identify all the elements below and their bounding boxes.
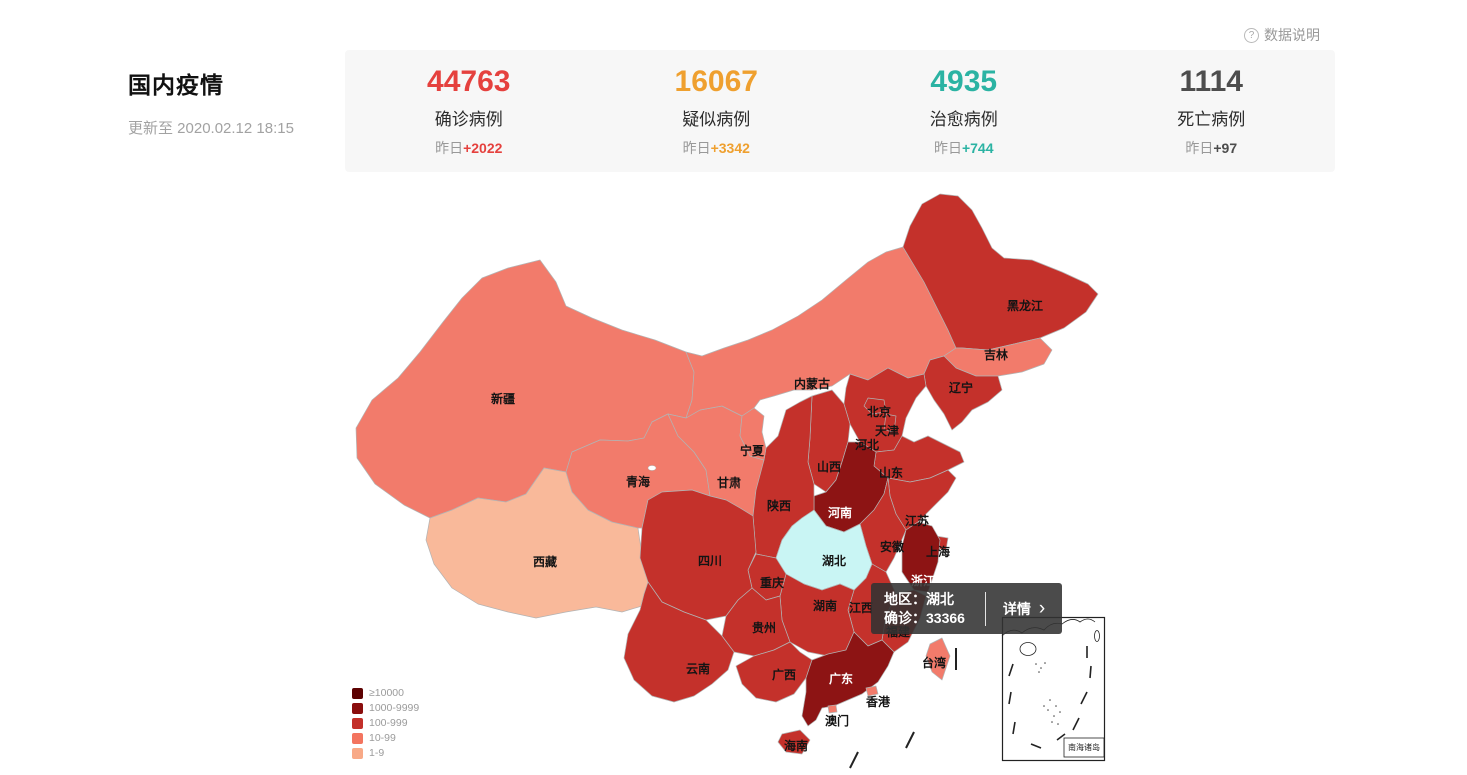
legend-swatch [352,732,363,744]
stat-yesterday-delta: 昨日+744 [933,140,994,156]
boundary-dash [849,751,859,769]
title-block: 国内疫情 更新至 2020.02.12 18:15 [128,66,294,138]
legend-swatch [352,717,363,729]
inset-taiwan [1094,630,1100,642]
map-legend: ≥10000 1000-9999 100-999 10-99 1-9 [352,687,419,762]
province-taiwan[interactable] [925,637,951,681]
help-icon: ? [1244,27,1259,43]
stat-dead: 1114 死亡病例昨日+97 [1088,50,1336,172]
inset-island-dot [1047,709,1049,711]
stat-cured: 4935 治愈病例昨日+744 [840,50,1088,172]
stat-suspected: 16067 疑似病例昨日+3342 [593,50,841,172]
map-tooltip: 地区：湖北 确诊：33366 详情 › [871,583,1062,634]
stat-value: 16067 [674,65,758,98]
inset-dash [1080,691,1088,705]
south-china-sea-inset: 南海诸岛 [1001,616,1106,762]
stat-confirmed: 44763 确诊病例昨日+2022 [345,50,593,172]
boundary-dash [905,731,915,749]
inset-island-dot [1040,667,1042,669]
legend-label: 10-99 [369,731,396,744]
inset-island-dot [1044,662,1046,664]
province-guangdong[interactable] [801,631,895,727]
inset-island-dot [1038,671,1040,673]
stat-label: 治愈病例 [929,110,998,129]
inset-dash [1089,665,1092,679]
province-yunnan[interactable] [623,581,735,703]
province-guangxi[interactable] [735,641,813,703]
data-note-label: 数据说明 [1264,27,1320,43]
inset-island-dot [1059,711,1061,713]
updated-time: 更新至 2020.02.12 18:15 [128,120,294,137]
page-title: 国内疫情 [128,72,224,98]
inset-dash [1056,733,1066,741]
province-macau[interactable] [827,704,838,714]
stats-bar: 44763 确诊病例昨日+2022 16067 疑似病例昨日+3342 4935 治愈病例… [345,50,1335,172]
inset-island-dot [1055,705,1057,707]
legend-swatch [352,687,363,699]
inset-dash [1008,691,1012,705]
province-beijing[interactable] [863,397,887,415]
stat-yesterday-delta: 昨日+97 [1185,140,1238,156]
stat-value: 4935 [930,65,998,98]
inset-island-dot [1035,663,1037,665]
inset-dash [1008,663,1014,677]
legend-label: 1-9 [369,746,385,759]
stat-label: 疑似病例 [682,110,751,129]
inset-dash [1012,721,1016,735]
province-heilongjiang[interactable] [902,193,1099,351]
inset-label-box [1063,737,1105,758]
legend-swatch [352,747,363,759]
inset-island-dot [1057,723,1059,725]
legend-label: 1000-9999 [369,701,420,714]
legend-label: 100-999 [369,716,408,729]
data-note-link[interactable]: ? 数据说明 [1244,25,1320,45]
province-tianjin[interactable] [883,413,897,433]
inset-border [1001,616,1106,762]
inset-dash [1072,717,1080,731]
province-ningxia[interactable] [739,407,767,461]
inset-island-dot [1043,705,1045,707]
legend-row: 1-9 [352,747,419,759]
qinghai-lake [647,465,657,471]
inset-dash [1030,743,1042,749]
stat-yesterday-delta: 昨日+3342 [682,140,750,156]
legend-row: 10-99 [352,732,419,744]
inset-label: 南海诸岛 [1068,742,1100,752]
inset-island-dot [1053,715,1055,717]
stat-yesterday-delta: 昨日+2022 [435,140,503,156]
stat-value: 44763 [427,65,511,98]
legend-row: 100-999 [352,717,419,729]
province-label-macau: 澳门 [825,713,849,728]
tooltip-divider [985,591,986,626]
legend-row: ≥10000 [352,687,419,699]
legend-label: ≥10000 [369,686,404,699]
inset-island-dot [1049,699,1051,701]
chevron-right-icon: › [1038,597,1046,619]
tooltip-text: 地区：湖北 确诊：33366 [871,590,985,628]
province-hongkong[interactable] [865,685,879,697]
detail-button[interactable]: 详情 › [986,599,1062,619]
stat-label: 死亡病例 [1177,110,1246,129]
tooltip-region: 地区：湖北 [884,590,954,607]
tooltip-confirmed: 确诊：33366 [884,609,965,626]
stat-value: 1114 [1179,65,1243,98]
detail-label: 详情 [1002,600,1031,617]
inset-island-dot [1051,721,1053,723]
legend-swatch [352,702,363,714]
province-zhejiang[interactable] [901,521,941,593]
stat-label: 确诊病例 [434,110,503,129]
province-label-hongkong: 香港 [865,694,891,709]
province-hainan[interactable] [777,729,811,755]
legend-row: 1000-9999 [352,702,419,714]
inset-hainan [1019,642,1037,656]
